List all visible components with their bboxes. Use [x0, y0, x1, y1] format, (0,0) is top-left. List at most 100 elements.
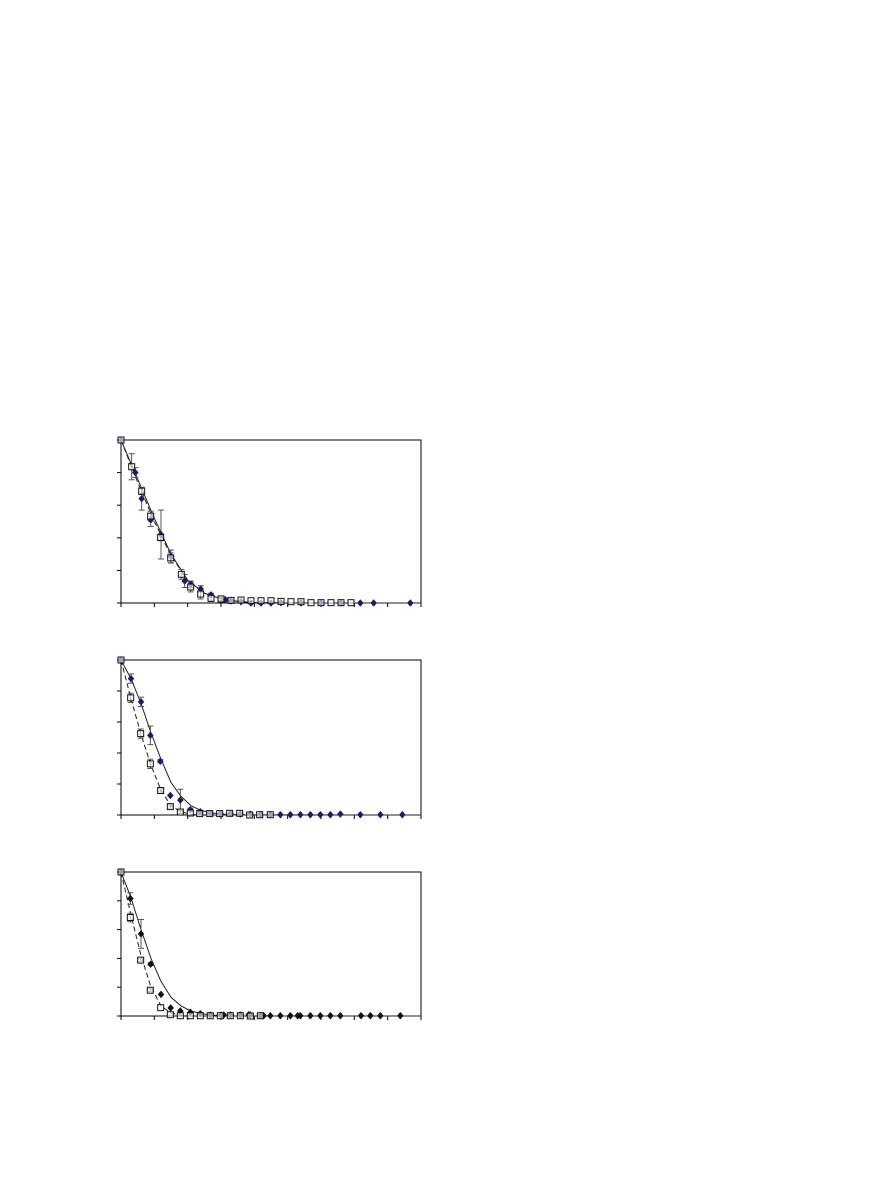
diamond-point — [337, 810, 344, 818]
diamond-point — [317, 810, 324, 819]
diamond-point — [137, 930, 145, 938]
square-point — [187, 583, 195, 591]
diamond-point — [399, 810, 406, 819]
diamond-point — [132, 468, 139, 477]
square-point — [266, 811, 274, 819]
square-point — [227, 596, 235, 604]
square-point — [146, 760, 154, 768]
fit-curve-solid — [120, 439, 421, 604]
square-point — [186, 809, 194, 817]
diamond-point — [181, 577, 188, 585]
square-point — [166, 803, 174, 811]
diamond-point — [267, 1011, 274, 1020]
square-point — [246, 811, 254, 819]
square-point — [207, 594, 215, 602]
square-point — [176, 808, 184, 816]
diamond-point — [277, 1011, 284, 1020]
fit-curve-solid — [120, 871, 421, 1017]
square-point — [206, 1012, 214, 1020]
fit-curve-dashed — [120, 871, 421, 1017]
square-point — [206, 810, 214, 818]
diamond-point — [287, 810, 294, 819]
diamond-point — [370, 599, 377, 607]
square-point — [297, 598, 305, 606]
chart-panel-1 — [117, 436, 422, 607]
fit-curve-dashed — [120, 439, 421, 604]
diamond-point — [127, 894, 134, 903]
diamond-point — [167, 1004, 174, 1012]
square-point — [277, 597, 285, 605]
diamond-point — [138, 494, 145, 503]
square-point — [167, 554, 175, 562]
chart-panel-2 — [117, 656, 422, 819]
square-point — [237, 596, 245, 604]
square-point — [117, 656, 125, 664]
diamond-point — [327, 1011, 334, 1020]
diamond-point — [297, 1011, 304, 1020]
square-point — [256, 1012, 264, 1020]
diamond-point — [307, 810, 314, 819]
plot-frame — [120, 871, 422, 1017]
diamond-point — [407, 599, 414, 607]
diamond-point — [327, 810, 334, 819]
diamond-point — [127, 674, 135, 683]
diamond-point — [357, 599, 364, 607]
square-point — [147, 512, 155, 520]
chart-panel-3 — [117, 868, 422, 1020]
square-point — [166, 1011, 174, 1019]
diamond-point — [377, 1011, 384, 1020]
square-point — [226, 809, 234, 817]
diamond-point — [277, 810, 284, 819]
diamond-point — [167, 791, 174, 800]
square-point — [157, 787, 165, 795]
square-point — [317, 599, 325, 607]
diamond-point — [157, 990, 165, 999]
square-point — [137, 730, 145, 738]
square-point — [196, 810, 204, 818]
square-point — [217, 595, 225, 603]
square-point — [257, 597, 265, 605]
square-point — [287, 598, 295, 606]
diamond-point — [397, 1011, 404, 1020]
square-point — [267, 597, 275, 605]
square-point — [327, 599, 335, 607]
square-point — [216, 1012, 224, 1020]
square-point — [247, 597, 255, 605]
square-point — [128, 463, 136, 471]
square-point — [337, 599, 345, 607]
diamond-point — [297, 810, 304, 819]
diamond-point — [337, 1011, 344, 1020]
diamond-point — [367, 1011, 374, 1020]
diamond-point — [177, 796, 184, 805]
plot-frame — [120, 439, 422, 604]
square-point — [176, 1012, 184, 1020]
diamond-point — [307, 1011, 314, 1020]
diamond-point — [147, 731, 154, 740]
diamond-point — [137, 697, 145, 706]
square-point — [226, 1012, 234, 1020]
diamond-point — [157, 757, 164, 766]
square-point — [186, 1012, 194, 1020]
square-point — [347, 599, 355, 607]
diamond-point — [377, 810, 384, 819]
square-point — [307, 599, 315, 607]
square-point — [157, 533, 165, 541]
square-point — [126, 914, 134, 922]
square-point — [256, 811, 264, 819]
plot-frame — [120, 659, 422, 816]
square-point — [236, 1012, 244, 1020]
fit-curve-dashed — [120, 659, 421, 816]
diamond-point — [357, 810, 364, 819]
square-point — [117, 436, 125, 444]
diamond-point — [287, 1011, 294, 1020]
square-point — [216, 810, 224, 818]
square-point — [246, 1012, 254, 1020]
square-point — [157, 1004, 165, 1012]
diamond-point — [147, 960, 154, 969]
square-point — [196, 1012, 204, 1020]
square-point — [127, 694, 135, 702]
square-point — [138, 487, 146, 495]
diamond-point — [357, 1011, 365, 1020]
square-point — [236, 809, 244, 817]
